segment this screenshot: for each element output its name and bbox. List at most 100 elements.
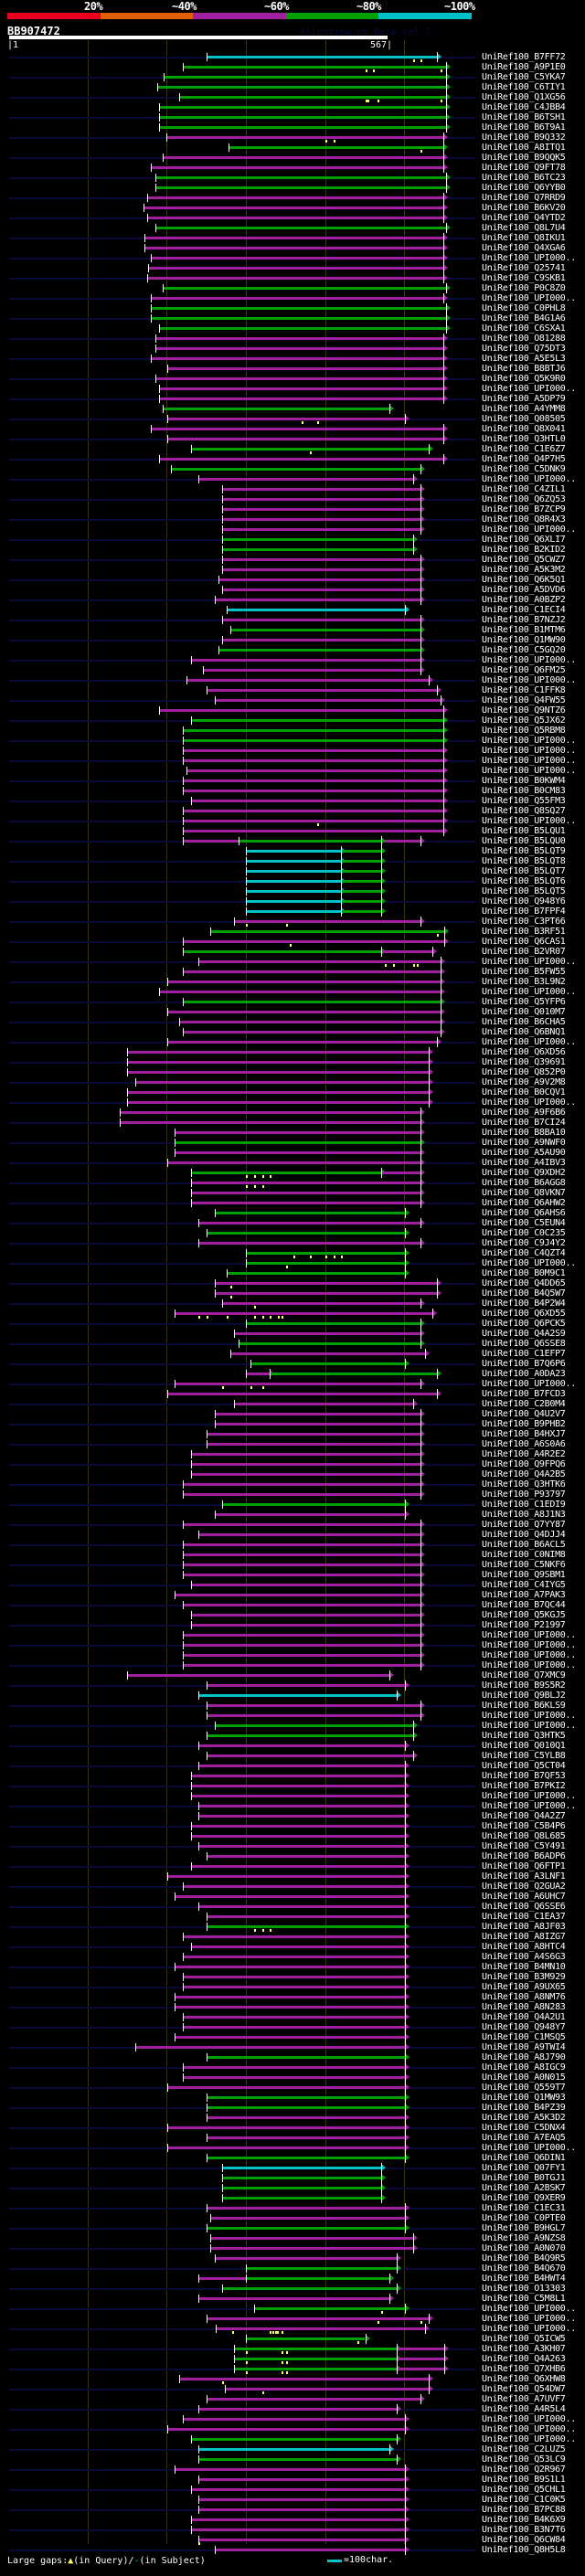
hit-row[interactable]: UniRef100_B5FW55 bbox=[0, 967, 585, 977]
hit-row[interactable]: UniRef100_UPI000.. bbox=[0, 675, 585, 685]
hit-row[interactable]: UniRef100_Q7RRD9 bbox=[0, 193, 585, 203]
alignment-segment[interactable] bbox=[182, 1935, 405, 1938]
hit-row[interactable]: UniRef100_B3N7T6 bbox=[0, 2525, 585, 2535]
hit-id-link[interactable]: UniRef100_Q6YYB0 bbox=[482, 183, 566, 193]
hit-row[interactable]: UniRef100_B7QF53 bbox=[0, 1771, 585, 1781]
alignment-segment[interactable] bbox=[380, 1171, 421, 1174]
alignment-segment[interactable] bbox=[182, 820, 444, 822]
hit-row[interactable]: UniRef100_UPI000.. bbox=[0, 746, 585, 756]
alignment-segment[interactable] bbox=[214, 599, 421, 601]
hit-row[interactable]: UniRef100_A7EAQ5 bbox=[0, 2133, 585, 2143]
hit-row[interactable]: UniRef100_Q08505 bbox=[0, 414, 585, 424]
alignment-segment[interactable] bbox=[397, 2358, 445, 2360]
alignment-segment[interactable] bbox=[182, 1523, 421, 1526]
hit-row[interactable]: UniRef100_B8BTJ6 bbox=[0, 364, 585, 374]
hit-id-link[interactable]: UniRef100_C1ECI4 bbox=[482, 605, 566, 615]
hit-row[interactable]: UniRef100_A9TWI4 bbox=[0, 2042, 585, 2052]
hit-row[interactable]: UniRef100_C9J4Y2 bbox=[0, 1238, 585, 1248]
alignment-segment[interactable] bbox=[198, 1242, 421, 1245]
hit-row[interactable]: UniRef100_Q9XER9 bbox=[0, 2193, 585, 2203]
hit-row[interactable]: UniRef100_Q3HTK5 bbox=[0, 1731, 585, 1741]
alignment-segment[interactable] bbox=[166, 1011, 441, 1013]
hit-id-link[interactable]: UniRef100_B3RF51 bbox=[482, 927, 566, 937]
hit-id-link[interactable]: UniRef100_Q6BNQ1 bbox=[482, 1027, 566, 1037]
hit-row[interactable]: UniRef100_Q7XHB6 bbox=[0, 2364, 585, 2374]
hit-row[interactable]: UniRef100_Q6CAS1 bbox=[0, 937, 585, 947]
hit-id-link[interactable]: UniRef100_B4MN10 bbox=[482, 1962, 566, 1972]
hit-id-link[interactable]: UniRef100_Q6FM25 bbox=[482, 665, 566, 675]
hit-id-link[interactable]: UniRef100_Q8VKN7 bbox=[482, 1188, 566, 1198]
alignment-segment[interactable] bbox=[190, 1584, 421, 1586]
hit-id-link[interactable]: UniRef100_C5Y491 bbox=[482, 1841, 566, 1851]
alignment-segment[interactable] bbox=[182, 1574, 421, 1576]
alignment-segment[interactable] bbox=[214, 2549, 405, 2551]
hit-row[interactable]: UniRef100_B0KWM4 bbox=[0, 776, 585, 786]
alignment-segment[interactable] bbox=[198, 2478, 405, 2481]
hit-row[interactable]: UniRef100_UPI000.. bbox=[0, 1097, 585, 1108]
alignment-segment[interactable] bbox=[182, 729, 444, 732]
hit-row[interactable]: UniRef100_A5AU90 bbox=[0, 1148, 585, 1158]
hit-id-link[interactable]: UniRef100_C3PT66 bbox=[482, 917, 566, 927]
hit-id-link[interactable]: UniRef100_Q8L7U4 bbox=[482, 223, 566, 233]
alignment-segment[interactable] bbox=[127, 1091, 429, 1094]
hit-row[interactable]: UniRef100_P93797 bbox=[0, 1489, 585, 1500]
hit-row[interactable]: UniRef100_Q8H5L8 bbox=[0, 2545, 585, 2555]
hit-id-link[interactable]: UniRef100_A4S6G3 bbox=[482, 1952, 566, 1962]
hit-row[interactable]: UniRef100_Q9SBM1 bbox=[0, 1570, 585, 1580]
hit-row[interactable]: UniRef100_B5LQU0 bbox=[0, 836, 585, 846]
hit-id-link[interactable]: UniRef100_UPI000.. bbox=[482, 1640, 576, 1650]
hit-row[interactable]: UniRef100_B9HGL7 bbox=[0, 2223, 585, 2233]
hit-row[interactable]: UniRef100_B6CHA5 bbox=[0, 1017, 585, 1027]
alignment-segment[interactable] bbox=[190, 1835, 405, 1838]
alignment-segment[interactable] bbox=[397, 2368, 445, 2370]
hit-id-link[interactable]: UniRef100_Q8IKU1 bbox=[482, 233, 566, 243]
hit-id-link[interactable]: UniRef100_A6UHC7 bbox=[482, 1892, 566, 1902]
alignment-segment[interactable] bbox=[134, 2046, 405, 2049]
hit-id-link[interactable]: UniRef100_A7UVF7 bbox=[482, 2394, 566, 2404]
alignment-segment[interactable] bbox=[182, 1644, 421, 1647]
alignment-segment[interactable] bbox=[222, 488, 421, 491]
hit-row[interactable]: UniRef100_Q5ICW5 bbox=[0, 2334, 585, 2344]
alignment-segment[interactable] bbox=[182, 1654, 421, 1657]
alignment-segment[interactable] bbox=[222, 498, 421, 501]
hit-id-link[interactable]: UniRef100_B7PKI2 bbox=[482, 1781, 566, 1791]
alignment-segment[interactable] bbox=[151, 166, 444, 169]
alignment-segment[interactable] bbox=[222, 1302, 421, 1305]
alignment-segment[interactable] bbox=[134, 1081, 429, 1084]
hit-row[interactable]: UniRef100_Q4A2S9 bbox=[0, 1329, 585, 1339]
alignment-segment[interactable] bbox=[151, 257, 444, 260]
alignment-segment[interactable] bbox=[190, 1825, 405, 1828]
hit-row[interactable]: UniRef100_B0TGJ1 bbox=[0, 2173, 585, 2183]
hit-row[interactable]: UniRef100_B4P2W4 bbox=[0, 1299, 585, 1309]
hit-id-link[interactable]: UniRef100_Q7YY87 bbox=[482, 1520, 566, 1530]
hit-id-link[interactable]: UniRef100_B6KLS9 bbox=[482, 1701, 566, 1711]
hit-id-link[interactable]: UniRef100_C1E6Z7 bbox=[482, 444, 566, 454]
hit-row[interactable]: UniRef100_UPI000.. bbox=[0, 2434, 585, 2444]
hit-row[interactable]: UniRef100_C0NIM8 bbox=[0, 1550, 585, 1560]
hit-row[interactable]: UniRef100_UPI000.. bbox=[0, 2424, 585, 2434]
hit-row[interactable]: UniRef100_Q4FW55 bbox=[0, 695, 585, 705]
hit-row[interactable]: UniRef100_A6UHC7 bbox=[0, 1892, 585, 1902]
hit-row[interactable]: UniRef100_C6SXA1 bbox=[0, 323, 585, 334]
hit-id-link[interactable]: UniRef100_Q6AHW2 bbox=[482, 1198, 566, 1208]
alignment-segment[interactable] bbox=[214, 699, 441, 702]
alignment-segment[interactable] bbox=[182, 2066, 405, 2069]
alignment-segment[interactable] bbox=[164, 76, 446, 79]
alignment-segment[interactable] bbox=[127, 1674, 389, 1677]
hit-id-link[interactable]: UniRef100_Q1XG56 bbox=[482, 92, 566, 102]
alignment-segment[interactable] bbox=[175, 1312, 433, 1315]
alignment-segment[interactable] bbox=[175, 1594, 421, 1596]
hit-row[interactable]: UniRef100_UPI000.. bbox=[0, 1379, 585, 1389]
alignment-segment[interactable] bbox=[166, 1875, 405, 1878]
hit-row[interactable]: UniRef100_B4Q5W7 bbox=[0, 1288, 585, 1299]
hit-row[interactable]: UniRef100_B9PHB2 bbox=[0, 1419, 585, 1429]
alignment-segment[interactable] bbox=[182, 1976, 405, 1978]
hit-row[interactable]: UniRef100_A8J1N3 bbox=[0, 1510, 585, 1520]
hit-id-link[interactable]: UniRef100_B7QC44 bbox=[482, 1600, 566, 1610]
alignment-segment[interactable] bbox=[210, 930, 445, 933]
hit-row[interactable]: UniRef100_Q53LC9 bbox=[0, 2454, 585, 2465]
hit-id-link[interactable]: UniRef100_B5FW55 bbox=[482, 967, 566, 977]
hit-id-link[interactable]: UniRef100_C0NIM8 bbox=[482, 1550, 566, 1560]
hit-id-link[interactable]: UniRef100_A7EAQ5 bbox=[482, 2133, 566, 2143]
alignment-segment[interactable] bbox=[198, 1845, 405, 1848]
